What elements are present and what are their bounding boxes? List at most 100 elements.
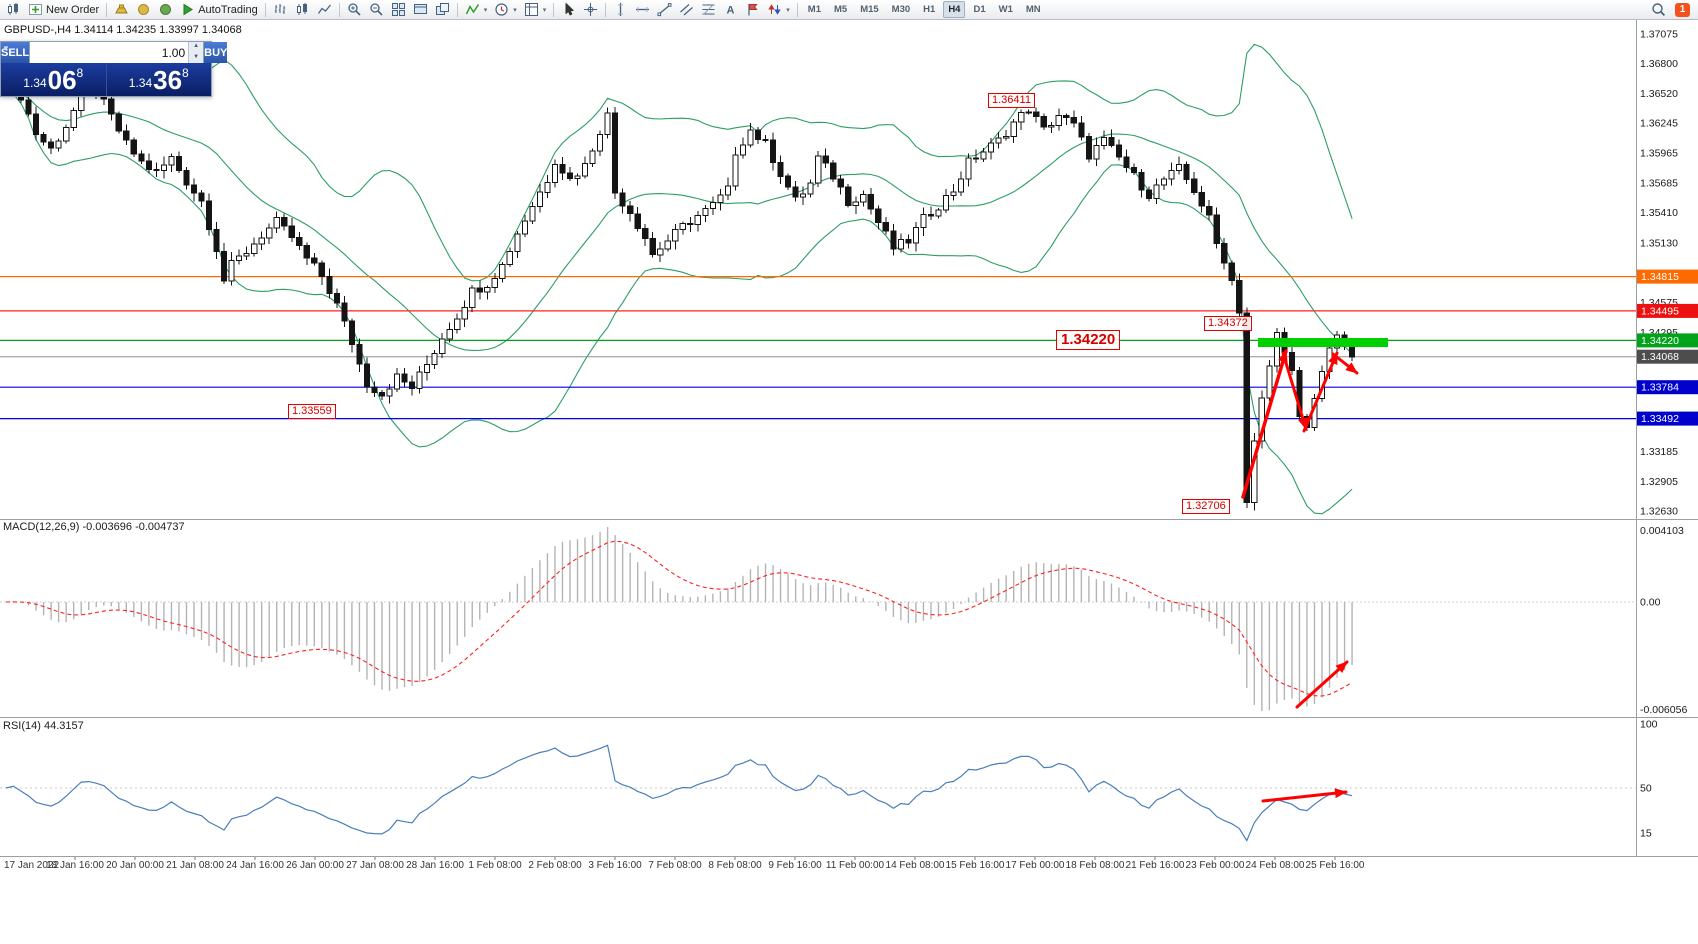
- macd-pane: 0.004103 0.00 -0.006056: [0, 525, 1687, 716]
- pane-separators: [0, 20, 1698, 857]
- svg-text:24 Jan 16:00: 24 Jan 16:00: [226, 860, 284, 871]
- toolbar: New Order AutoTrading ▾ ▾ ▾ A ▾ M1 M5 M15 M30 H1 H4 D…: [0, 0, 1698, 20]
- svg-text:15: 15: [1640, 827, 1652, 839]
- price-callout[interactable]: 1.33559: [288, 404, 336, 419]
- svg-text:15 Feb 16:00: 15 Feb 16:00: [946, 860, 1005, 871]
- svg-text:A: A: [727, 5, 735, 17]
- sell-price-small: 1.34: [23, 76, 47, 90]
- svg-text:26 Jan 00:00: 26 Jan 00:00: [286, 860, 344, 871]
- toolbar-separator: [338, 2, 340, 17]
- bollinger-bands: [5, 43, 1353, 515]
- buy-price-sup: 8: [182, 66, 189, 80]
- svg-text:1.36520: 1.36520: [1640, 88, 1678, 100]
- svg-text:1.32630: 1.32630: [1640, 506, 1678, 518]
- one-click-trading-panel: SELL ▲ ▼ BUY 1.34 06 8 1.34 36 8: [0, 41, 228, 97]
- bar-chart-icon[interactable]: [270, 1, 291, 19]
- svg-text:1.36800: 1.36800: [1640, 58, 1678, 70]
- volume-up-icon[interactable]: ▲: [189, 42, 204, 53]
- search-icon[interactable]: [1648, 1, 1669, 19]
- annotation-arrows[interactable]: [1241, 349, 1359, 803]
- svg-text:14 Feb 08:00: 14 Feb 08:00: [886, 860, 945, 871]
- sell-price-big: 06: [47, 64, 77, 95]
- svg-text:18 Feb 08:00: 18 Feb 08:00: [1066, 860, 1125, 871]
- price-callout[interactable]: 1.34220: [1056, 330, 1121, 350]
- add-indicator-icon[interactable]: ▾: [462, 1, 491, 19]
- svg-text:28 Jan 16:00: 28 Jan 16:00: [406, 860, 464, 871]
- toolbar-buttons: New Order AutoTrading ▾ ▾ ▾ A ▾ M1 M5 M15 M30 H1 H4 D…: [3, 0, 1047, 19]
- sell-button[interactable]: SELL: [1, 42, 30, 63]
- toolbar-separator: [106, 2, 108, 17]
- auto-arrange-icon[interactable]: [410, 1, 431, 19]
- buy-price[interactable]: 1.34 36 8: [106, 63, 211, 96]
- zoom-in-icon[interactable]: [344, 1, 365, 19]
- svg-text:11 Feb 00:00: 11 Feb 00:00: [826, 860, 885, 871]
- svg-text:18 Jan 16:00: 18 Jan 16:00: [46, 860, 104, 871]
- line-chart-icon[interactable]: [314, 1, 335, 19]
- level-lines[interactable]: [0, 276, 1636, 420]
- svg-text:0.004103: 0.004103: [1640, 525, 1684, 537]
- svg-text:9 Feb 16:00: 9 Feb 16:00: [768, 860, 822, 871]
- highlight-zone[interactable]: [1258, 338, 1388, 347]
- timeframe-m5[interactable]: M5: [833, 4, 848, 15]
- oct-collapse-icon[interactable]: ▼: [2, 44, 10, 53]
- svg-text:1.32905: 1.32905: [1640, 476, 1678, 488]
- buy-price-small: 1.34: [128, 76, 153, 90]
- svg-text:1.35965: 1.35965: [1640, 148, 1678, 160]
- horizontal-line-icon[interactable]: [632, 1, 653, 19]
- autotrading-button[interactable]: AutoTrading: [177, 1, 261, 19]
- notification-badge[interactable]: 1: [1675, 2, 1690, 17]
- trendline-icon[interactable]: [654, 1, 675, 19]
- svg-text:23 Feb 00:00: 23 Feb 00:00: [1186, 860, 1245, 871]
- cascade-windows-icon[interactable]: [432, 1, 453, 19]
- periods-icon[interactable]: ▾: [491, 1, 520, 19]
- timeframe-w1[interactable]: W1: [998, 4, 1013, 15]
- market-watch-icon[interactable]: [155, 1, 176, 19]
- timeframe-m1[interactable]: M1: [807, 4, 821, 15]
- price-callout[interactable]: 1.34372: [1204, 316, 1252, 331]
- timeframe-m30[interactable]: M30: [891, 4, 911, 15]
- timeframe-h4[interactable]: H4: [943, 1, 966, 18]
- svg-text:1.34815: 1.34815: [1641, 271, 1679, 283]
- equidistant-channel-icon[interactable]: [676, 1, 697, 19]
- timeframe-d1[interactable]: D1: [973, 4, 986, 15]
- volume-input[interactable]: [30, 42, 189, 63]
- arrows-tool-icon[interactable]: ▾: [764, 1, 793, 19]
- price-callout[interactable]: 1.36411: [988, 93, 1035, 108]
- candlestick-chart-icon[interactable]: [292, 1, 313, 19]
- sell-price[interactable]: 1.34 06 8: [1, 63, 107, 96]
- oct-controls-row: SELL ▲ ▼ BUY: [1, 42, 228, 63]
- timeframe-mn[interactable]: MN: [1025, 4, 1041, 15]
- new-order-button[interactable]: New Order: [25, 1, 102, 19]
- cursor-icon[interactable]: [558, 1, 579, 19]
- price-callout[interactable]: 1.32706: [1182, 499, 1230, 514]
- timeframe-m15[interactable]: M15: [860, 4, 879, 15]
- svg-text:0.00: 0.00: [1640, 597, 1661, 609]
- tile-windows-icon[interactable]: [388, 1, 409, 19]
- svg-text:1.34495: 1.34495: [1641, 305, 1679, 317]
- svg-text:1.34068: 1.34068: [1641, 351, 1679, 363]
- templates-icon[interactable]: ▾: [521, 1, 550, 19]
- oct-prices-row: 1.34 06 8 1.34 36 8: [1, 63, 211, 96]
- svg-text:8 Feb 08:00: 8 Feb 08:00: [708, 860, 762, 871]
- svg-text:100: 100: [1640, 719, 1658, 731]
- timeframe-h1[interactable]: H1: [923, 4, 936, 15]
- scripts-icon[interactable]: [133, 1, 154, 19]
- svg-text:24 Feb 08:00: 24 Feb 08:00: [1246, 860, 1305, 871]
- label-tool-icon[interactable]: [742, 1, 763, 19]
- fibonacci-icon[interactable]: [698, 1, 719, 19]
- svg-text:21 Feb 16:00: 21 Feb 16:00: [1126, 860, 1185, 871]
- zoom-out-icon[interactable]: [366, 1, 387, 19]
- vertical-line-icon[interactable]: [610, 1, 631, 19]
- svg-text:20 Jan 00:00: 20 Jan 00:00: [106, 860, 164, 871]
- volume-down-icon[interactable]: ▼: [189, 52, 204, 63]
- sell-price-sup: 8: [76, 66, 84, 80]
- crosshair-icon[interactable]: [580, 1, 601, 19]
- chart-window-icon[interactable]: [3, 1, 24, 19]
- svg-text:17 Jan 2022: 17 Jan 2022: [4, 860, 59, 871]
- rsi-indicator-title: RSI(14) 44.3157: [3, 720, 84, 732]
- buy-button[interactable]: BUY: [204, 42, 228, 63]
- text-tool-icon[interactable]: A: [720, 1, 741, 19]
- expert-advisors-icon[interactable]: [111, 1, 132, 19]
